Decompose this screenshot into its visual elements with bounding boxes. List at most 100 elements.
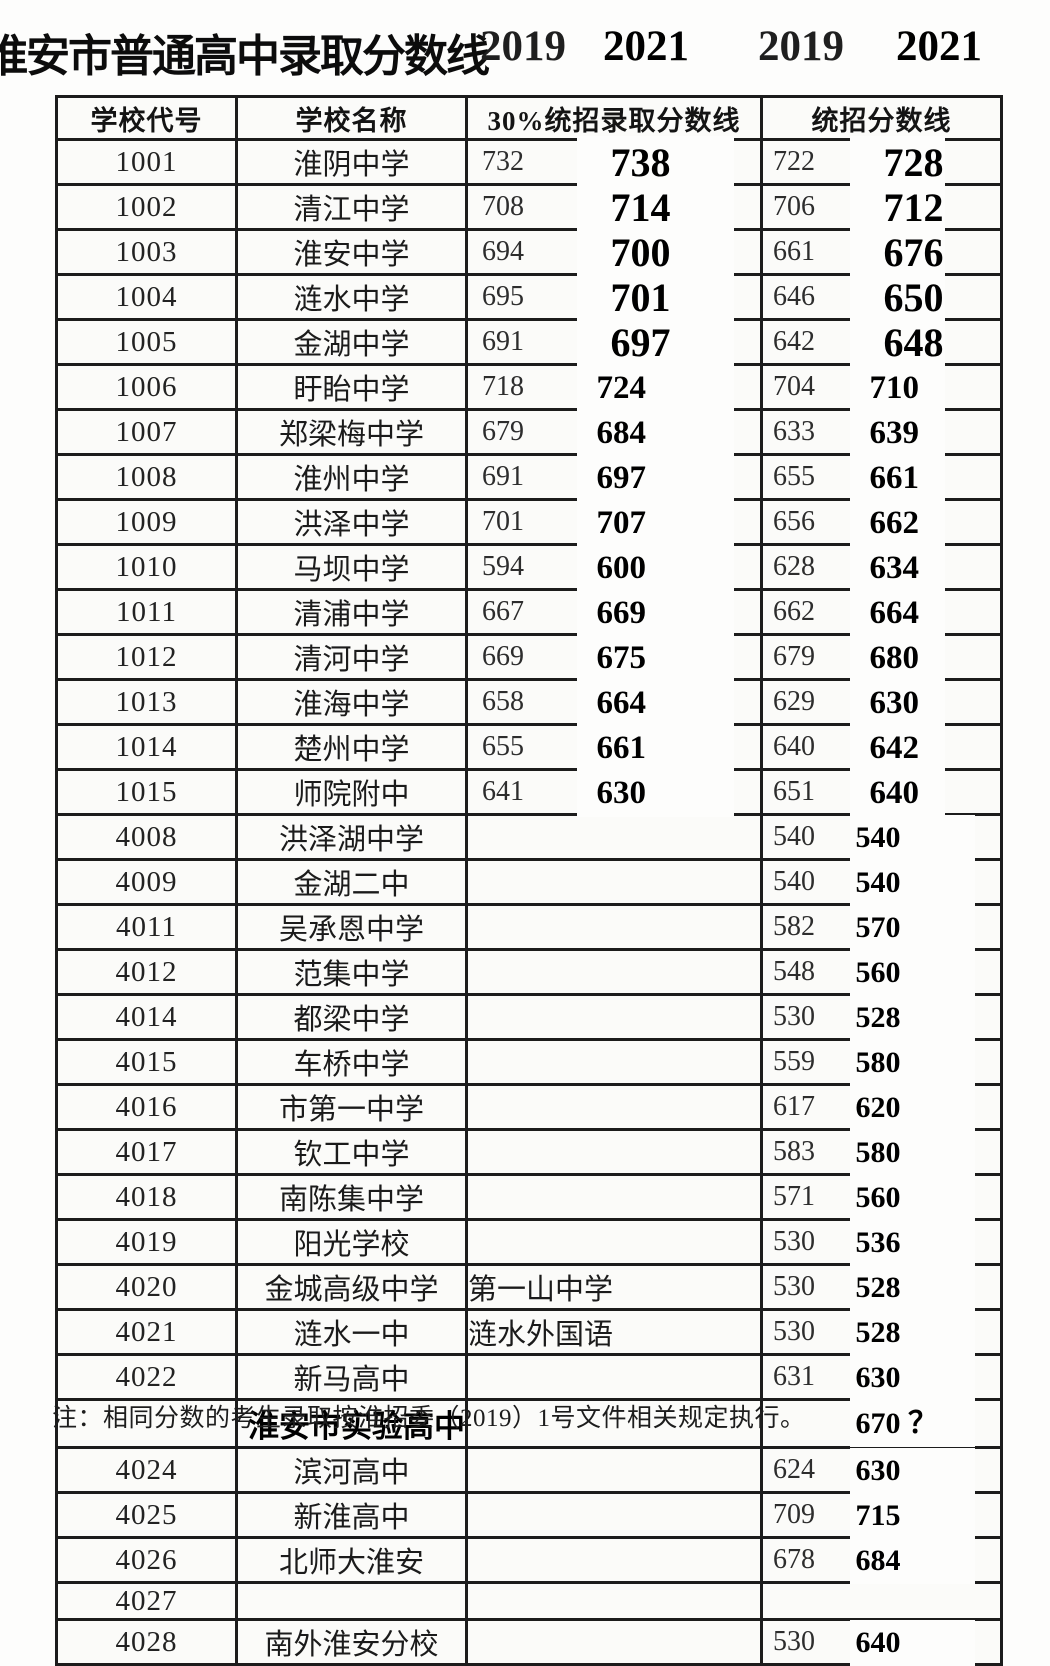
score-30pct-2019-cell	[465, 1536, 577, 1584]
school-name-cell: 淮阴中学	[235, 138, 468, 186]
score-unified-2019-cell: 640	[760, 723, 850, 771]
score-30pct-2021-cell: 697	[576, 453, 763, 502]
score-unified-2019-cell: 646	[760, 273, 850, 321]
score-unified-2021-cell: 640	[849, 768, 1003, 817]
score-30pct-2021-cell: 661	[576, 723, 763, 772]
school-name-cell: 楚州中学	[235, 723, 468, 771]
school-code-cell: 4008	[55, 813, 238, 861]
pasted-2021-score: 580	[849, 1129, 975, 1176]
school-code-cell: 4027	[55, 1581, 238, 1621]
pasted-2021-score: 528	[849, 1309, 975, 1356]
score-unified-2021-cell: 642	[849, 723, 1003, 772]
score-unified-2019-cell: 571	[760, 1173, 850, 1221]
score-unified-2019-cell: 583	[760, 1128, 850, 1176]
score-unified-2019-cell: 704	[760, 363, 850, 411]
school-row: 4021 涟水一中 涟水外国语 530 528	[55, 1308, 1003, 1356]
school-name-cell: 马坝中学	[235, 543, 468, 591]
pasted-2021-score: 640	[849, 768, 945, 817]
title-year-2021-a: 2021	[603, 23, 689, 70]
school-name-cell: 清江中学	[235, 183, 468, 231]
score-30pct-2019-cell	[465, 903, 577, 951]
school-row: 1003 淮安中学 694 700 661 676	[55, 225, 1003, 280]
score-unified-2021-cell: 710	[849, 363, 1003, 412]
score-30pct-2021-cell: 738	[576, 135, 763, 190]
title-year-2021-b: 2021	[896, 23, 982, 70]
school-code-cell: 4011	[55, 903, 238, 951]
school-code-cell	[55, 1398, 238, 1449]
pasted-2021-score: 664	[576, 678, 734, 727]
school-name-cell: 涟水一中	[235, 1308, 468, 1356]
pasted-2021-score: 684	[576, 408, 734, 457]
score-30pct-2021-cell	[576, 1038, 763, 1086]
header-row: 学校代号 学校名称 30%统招录取分数线 统招分数线	[55, 95, 1003, 141]
pasted-2021-score: 630	[849, 678, 945, 727]
score-30pct-2021-cell	[576, 948, 763, 996]
school-row: 1010 马坝中学 594 600 628 634	[55, 543, 1003, 592]
score-30pct-2021-cell: 669	[576, 588, 763, 637]
score-30pct-2019-cell	[465, 1618, 577, 1666]
score-30pct-2019-cell: 691	[465, 453, 577, 501]
school-code-cell: 1007	[55, 408, 238, 456]
school-row: 4009 金湖二中 540 540	[55, 858, 1003, 906]
score-30pct-2019-cell: 641	[465, 768, 577, 816]
school-row: 4027	[55, 1581, 1003, 1621]
score-unified-2021-cell: 640	[849, 1618, 1003, 1666]
score-30pct-2021-cell	[576, 1353, 763, 1401]
school-name-cell: 淮海中学	[235, 678, 468, 726]
score-unified-2019-cell: 548	[760, 948, 850, 996]
score-unified-2019-cell: 722	[760, 138, 850, 186]
score-30pct-2019-cell	[465, 1491, 577, 1539]
score-unified-2019-cell: 642	[760, 318, 850, 366]
header-unified-line: 统招分数线	[760, 95, 1003, 141]
school-code-cell: 1009	[55, 498, 238, 546]
score-unified-2021-cell: 661	[849, 453, 1003, 502]
score-unified-2019-cell: 633	[760, 408, 850, 456]
score-unified-2019-cell: 678	[760, 1536, 850, 1584]
school-name-cell: 阳光学校	[235, 1218, 468, 1266]
school-row: 4028 南外淮安分校 530 640	[55, 1618, 1003, 1666]
score-30pct-2021-cell: 701	[576, 270, 763, 325]
pasted-2021-score: 630	[849, 1447, 975, 1494]
score-unified-2019-cell: 582	[760, 903, 850, 951]
document-title: 淮安市普通高中录取分数线 2019 2021 2019 2021	[0, 18, 1050, 82]
footnote: 注：相同分数的考生录取按淮招委（2019）1号文件相关规定执行。	[52, 1405, 806, 1432]
school-row: 1009 洪泽中学 701 707 656 662	[55, 498, 1003, 547]
score-unified-2021-cell: 540	[849, 813, 1003, 861]
score-unified-2021-cell: 570	[849, 903, 1003, 951]
school-name-cell: 南陈集中学	[235, 1173, 468, 1221]
score-30pct-2021-cell	[576, 1581, 763, 1621]
title-year-2019-b: 2019	[758, 23, 844, 70]
school-code-cell: 1015	[55, 768, 238, 816]
score-30pct-2021-cell: 714	[576, 180, 763, 235]
school-code-cell: 4026	[55, 1536, 238, 1584]
pasted-2021-score: 642	[849, 723, 945, 772]
school-row: 4024 滨河高中 624 630	[55, 1446, 1003, 1494]
score-unified-2019-cell: 559	[760, 1038, 850, 1086]
school-row: 4020 金城高级中学 第一山中学 530 528	[55, 1263, 1003, 1311]
alt-school-name-cell: 第一山中学	[465, 1263, 763, 1311]
score-30pct-2019-cell	[465, 1173, 577, 1221]
score-unified-2021-cell: 528	[849, 993, 1003, 1041]
school-row: 4026 北师大淮安 678 684	[55, 1536, 1003, 1584]
score-30pct-2019-cell: 694	[465, 228, 577, 276]
school-code-cell: 4018	[55, 1173, 238, 1221]
school-code-cell: 4019	[55, 1218, 238, 1266]
school-name-cell: 新淮高中	[235, 1491, 468, 1539]
score-30pct-2021-cell	[576, 1218, 763, 1266]
score-30pct-2019-cell	[465, 1446, 577, 1494]
pasted-2021-score: 710	[849, 363, 945, 412]
school-row: 1011 清浦中学 667 669 662 664	[55, 588, 1003, 637]
pasted-2021-score: 697	[576, 453, 734, 502]
school-name-cell: 清浦中学	[235, 588, 468, 636]
school-row: 1014 楚州中学 655 661 640 642	[55, 723, 1003, 772]
pasted-2021-score: 664	[849, 588, 945, 637]
score-30pct-2019-cell	[465, 813, 577, 861]
pasted-2021-score: 620	[849, 1084, 975, 1131]
score-unified-2019-cell	[760, 1581, 850, 1621]
school-code-cell: 4025	[55, 1491, 238, 1539]
score-30pct-2019-cell: 695	[465, 273, 577, 321]
school-code-cell: 1005	[55, 318, 238, 366]
school-row: 1004 涟水中学 695 701 646 650	[55, 270, 1003, 325]
school-code-cell: 1006	[55, 363, 238, 411]
score-unified-2019-cell	[760, 1398, 850, 1449]
